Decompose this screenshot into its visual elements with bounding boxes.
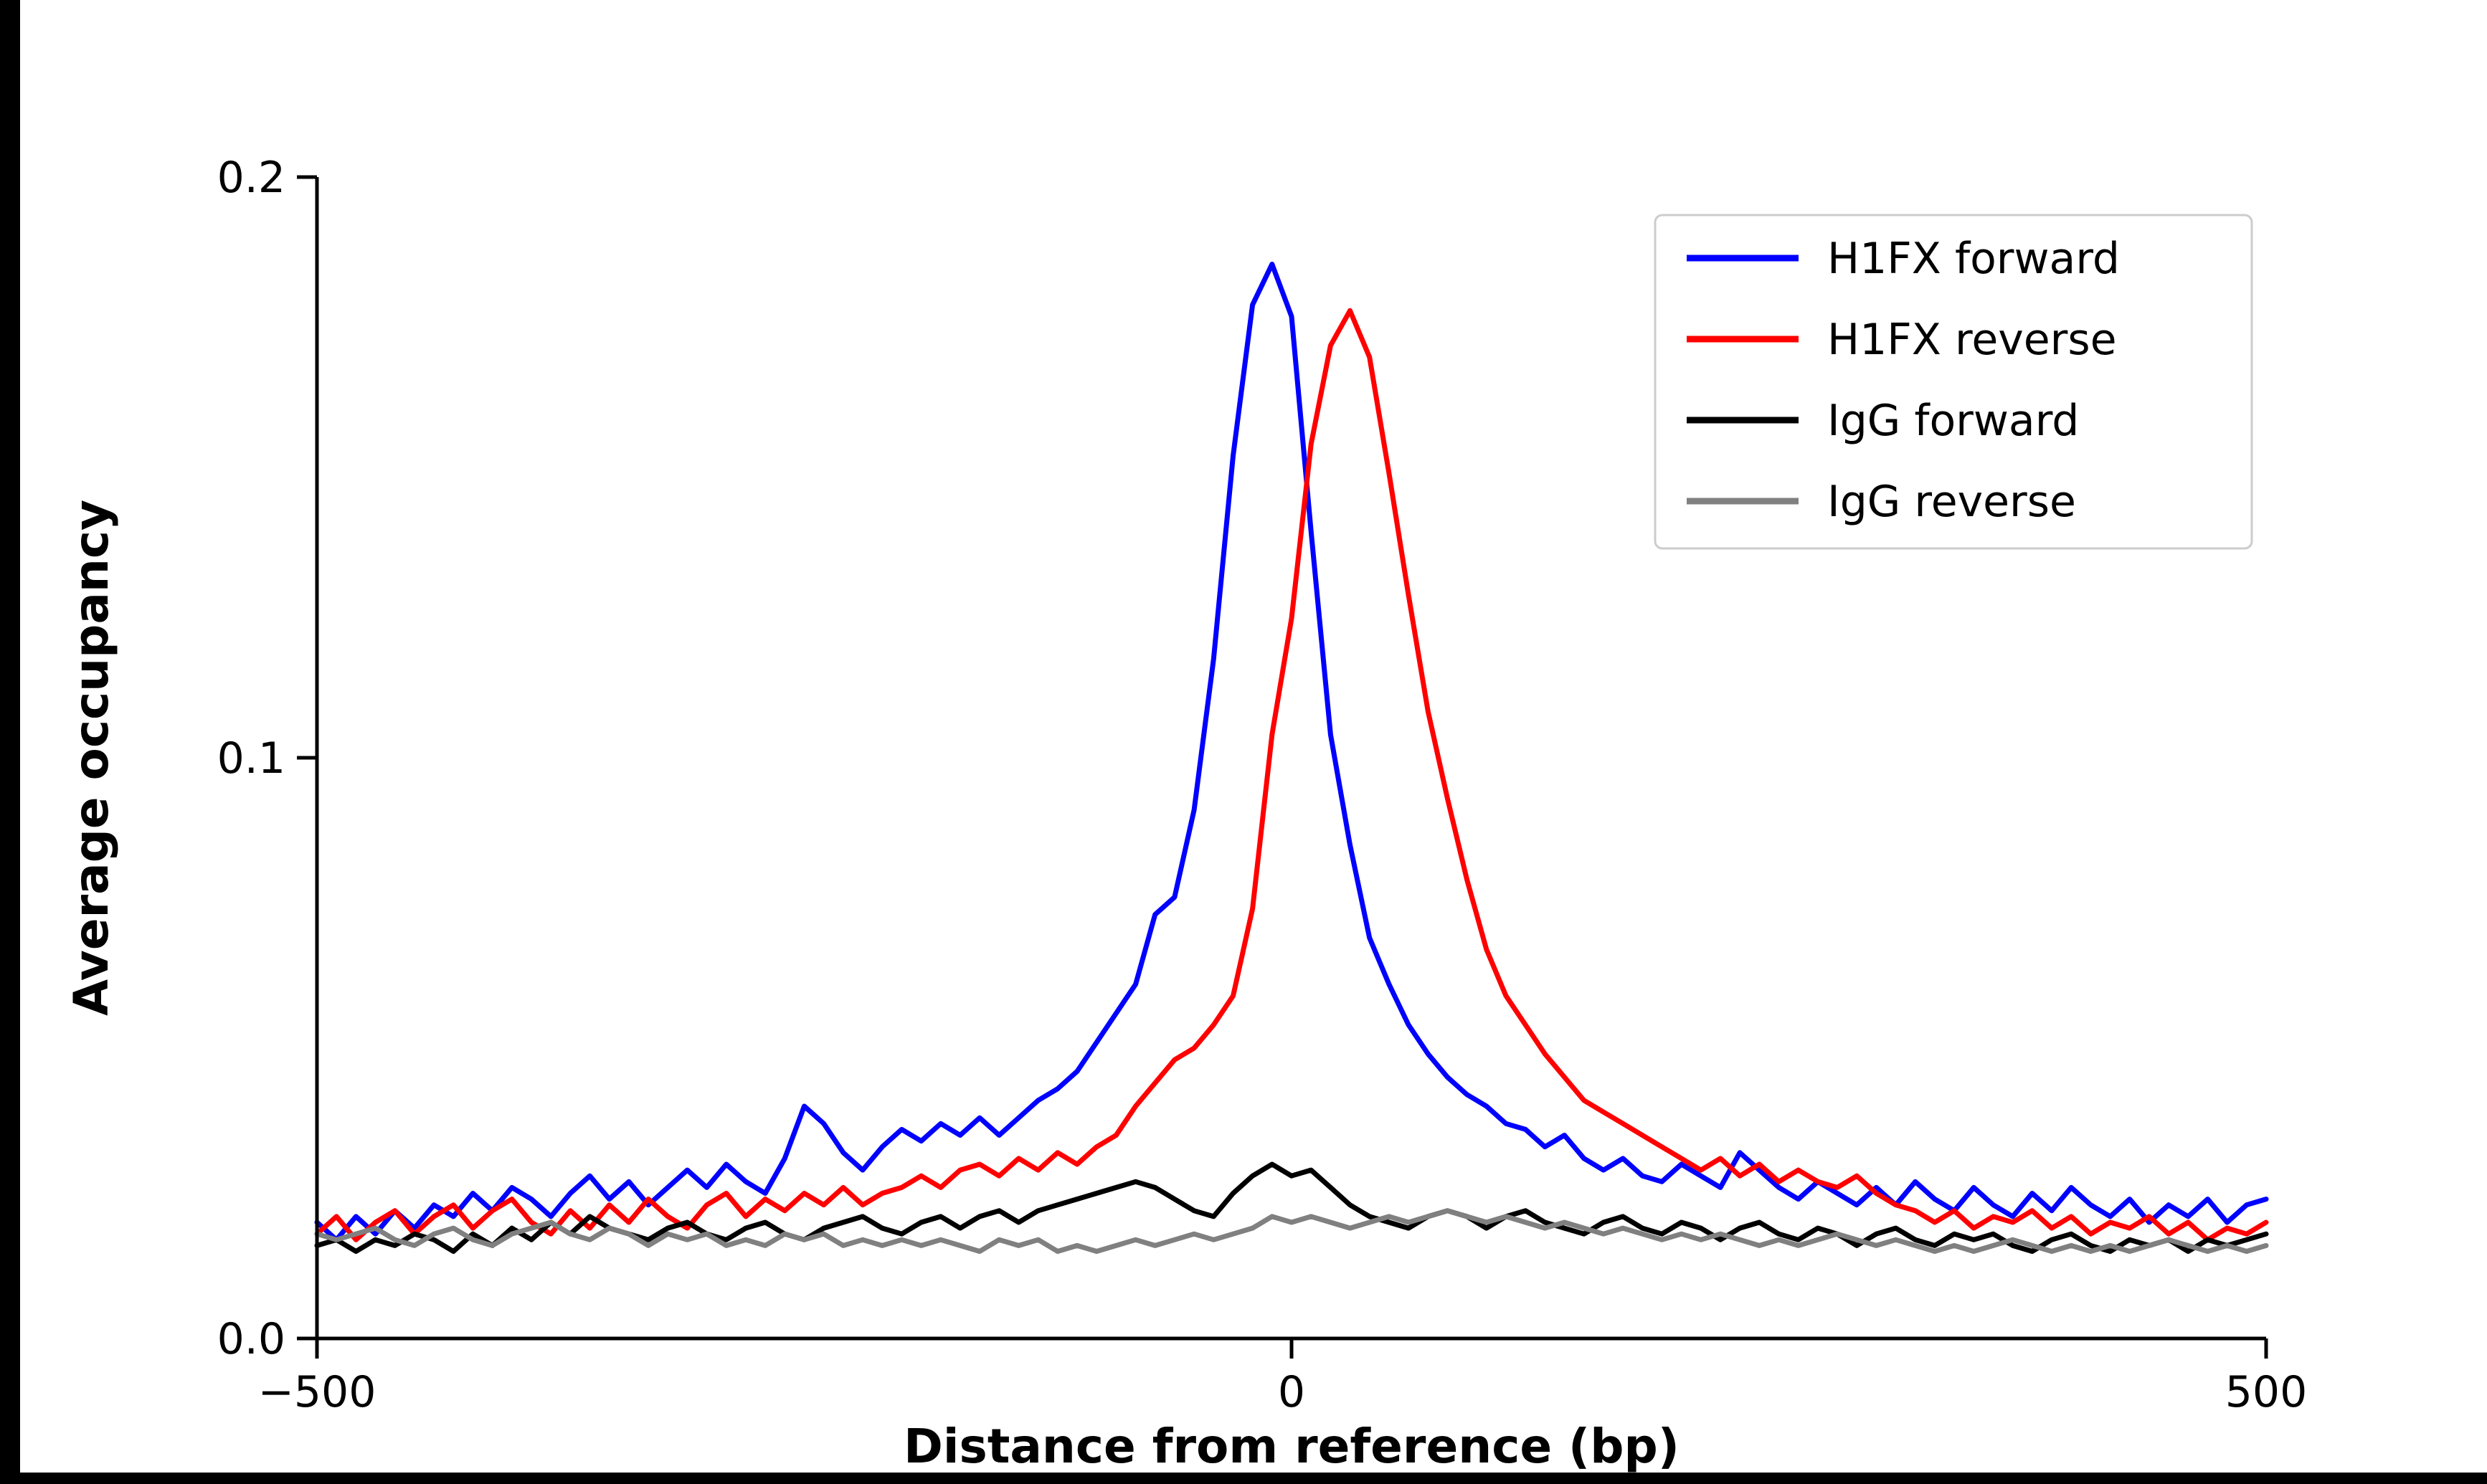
- legend-label-h1fx-reverse: H1FX reverse: [1827, 315, 2117, 365]
- y-axis-title: Average occupancy: [64, 500, 119, 1016]
- x-tick-label-0: 0: [1278, 1367, 1305, 1417]
- series-line-igg-forward: [314, 1161, 2269, 1254]
- y-tick-label-0.1: 0.1: [217, 733, 285, 784]
- y-tick-label-0.0: 0.0: [217, 1314, 285, 1364]
- legend-label-igg-reverse: IgG reverse: [1827, 477, 2076, 527]
- legend-label-igg-forward: IgG forward: [1827, 396, 2079, 446]
- x-tick-label-neg500: −500: [258, 1367, 376, 1417]
- series-line-igg-reverse: [314, 1208, 2269, 1254]
- y-tick-label-0.2: 0.2: [217, 153, 285, 203]
- legend: H1FX forward H1FX reverse IgG forward Ig…: [1654, 214, 2253, 550]
- legend-box: [1654, 214, 2253, 550]
- legend-label-h1fx-forward: H1FX forward: [1827, 234, 2120, 284]
- series-line-h1fx-reverse: [314, 308, 2269, 1242]
- x-tick-label-500: 500: [2225, 1367, 2308, 1417]
- x-axis-title: Distance from reference (bp): [904, 1419, 1680, 1474]
- series-line-h1fx-forward: [314, 262, 2269, 1242]
